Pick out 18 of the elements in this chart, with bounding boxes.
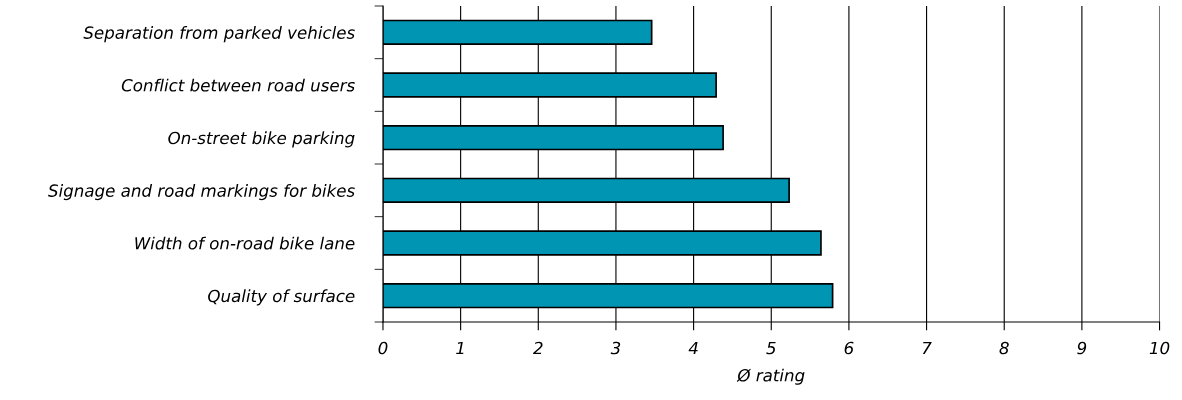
x-tick-label: 0	[378, 341, 388, 355]
x-tick-label: 2	[533, 341, 543, 355]
y-tick-label: On-street bike parking	[168, 131, 355, 148]
x-tick-label: 7	[922, 341, 932, 355]
y-tick-label: Width of on-road bike lane	[135, 236, 355, 250]
y-tick-label: Conflict between road users	[121, 78, 355, 92]
x-tick-label: 6	[844, 341, 854, 355]
x-tick-label: 4	[688, 341, 698, 355]
y-tick-label: Quality of surface	[208, 289, 355, 306]
x-tick-label: 8	[999, 341, 1009, 355]
x-tick-label: 5	[766, 341, 776, 355]
x-tick-label: 10	[1149, 341, 1170, 355]
x-tick-label: 9	[1077, 341, 1087, 355]
y-tick-label: Separation from parked vehicles	[83, 26, 355, 43]
x-tick-label: 1	[456, 341, 464, 355]
x-tick-label: 3	[610, 341, 621, 355]
x-axis-title: Ø rating	[736, 368, 805, 385]
y-tick-label: Signage and road markings for bikes	[48, 184, 355, 201]
